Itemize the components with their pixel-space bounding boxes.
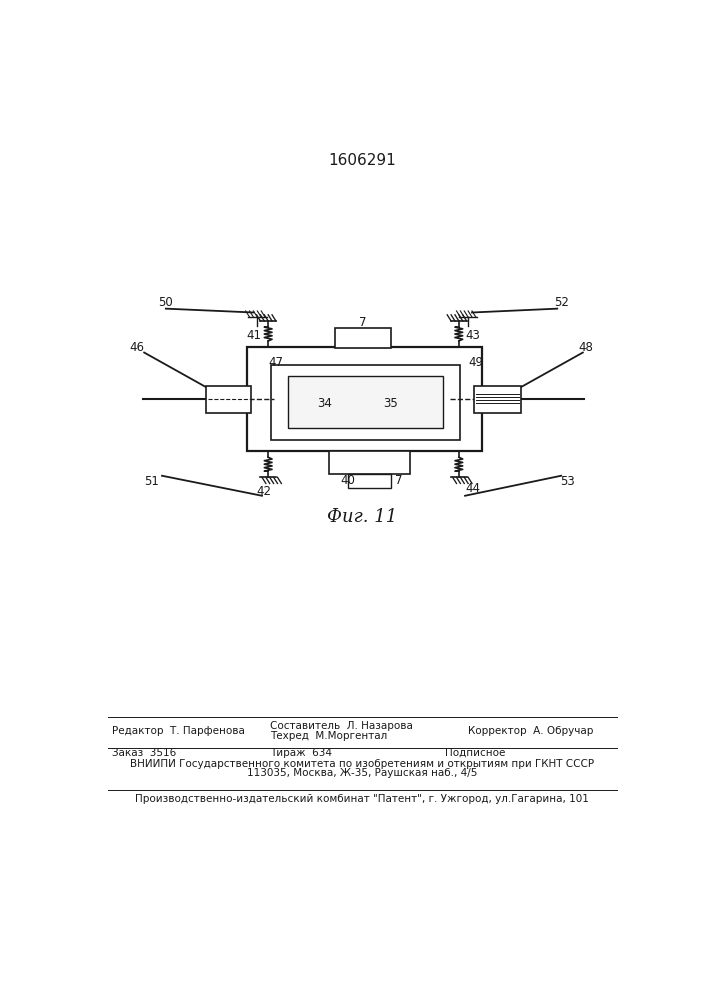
- Text: 35: 35: [383, 397, 398, 410]
- Text: 51: 51: [144, 475, 159, 488]
- Bar: [288, 376, 443, 428]
- Bar: [348, 474, 391, 488]
- Bar: [474, 386, 521, 413]
- Text: Корректор  А. Обручар: Корректор А. Обручар: [468, 726, 593, 736]
- Text: 52: 52: [554, 296, 568, 309]
- Text: Тираж  634: Тираж 634: [271, 748, 332, 758]
- Text: 43: 43: [465, 329, 480, 342]
- Text: Техред  М.Моргентал: Техред М.Моргентал: [271, 731, 387, 741]
- Bar: [329, 451, 410, 474]
- Text: 113035, Москва, Ж-35, Раушская наб., 4/5: 113035, Москва, Ж-35, Раушская наб., 4/5: [247, 768, 477, 778]
- Text: 7: 7: [359, 316, 366, 329]
- Bar: [271, 365, 460, 440]
- Text: Заказ  3516: Заказ 3516: [112, 748, 176, 758]
- Text: 48: 48: [578, 341, 593, 354]
- Bar: [206, 386, 251, 413]
- Text: 47: 47: [269, 356, 284, 369]
- Bar: [335, 328, 391, 348]
- Text: 46: 46: [129, 341, 144, 354]
- Text: 42: 42: [257, 485, 271, 498]
- Text: 41: 41: [247, 329, 262, 342]
- Text: 53: 53: [560, 475, 575, 488]
- Text: Составитель  Л. Назарова: Составитель Л. Назарова: [271, 721, 414, 731]
- Text: Редактор  Т. Парфенова: Редактор Т. Парфенова: [112, 726, 245, 736]
- Text: Производственно-издательский комбинат "Патент", г. Ужгород, ул.Гагарина, 101: Производственно-издательский комбинат "П…: [135, 794, 589, 804]
- Text: 49: 49: [468, 356, 484, 369]
- Text: Фиг. 11: Фиг. 11: [327, 508, 397, 526]
- Text: ВНИИПИ Государственного комитета по изобретениям и открытиям при ГКНТ СССР: ВНИИПИ Государственного комитета по изоб…: [130, 759, 594, 769]
- Text: Подписное: Подписное: [445, 748, 506, 758]
- Text: 50: 50: [158, 296, 173, 309]
- Text: 40: 40: [341, 474, 356, 487]
- Text: 34: 34: [317, 397, 332, 410]
- Text: 44: 44: [465, 482, 480, 495]
- Bar: [247, 347, 482, 451]
- Text: 7: 7: [395, 474, 402, 487]
- Text: 1606291: 1606291: [328, 153, 396, 168]
